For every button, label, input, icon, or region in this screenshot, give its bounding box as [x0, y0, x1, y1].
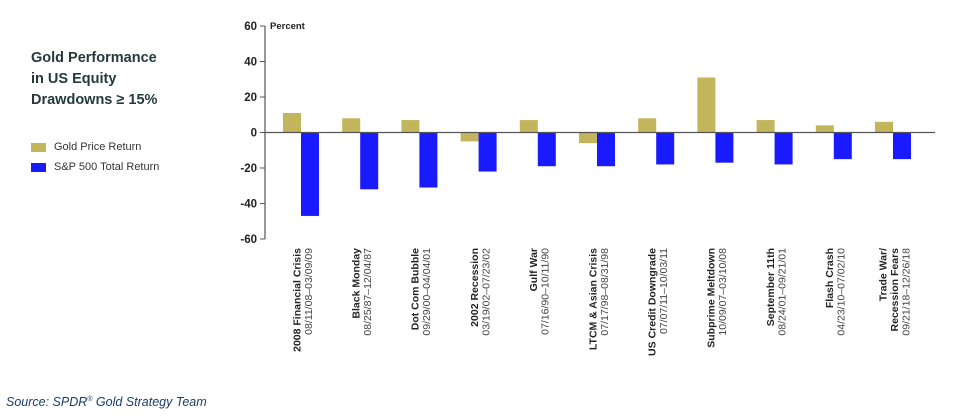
- legend-swatch-gold: [31, 142, 46, 152]
- category-dates: 10/09/07–03/10/08: [717, 248, 729, 336]
- legend-item-gold: Gold Price Return: [31, 137, 159, 157]
- category-label: September 11th 08/24/01–09/21/01: [765, 248, 789, 336]
- category-name: 2008 Financial Crisis: [291, 248, 303, 352]
- legend-label-sp500: S&P 500 Total Return: [54, 161, 160, 173]
- category-name: Black Monday: [350, 248, 362, 319]
- y-tick-label: -40: [240, 199, 257, 211]
- category-dates: 08/25/87–12/04/87: [362, 248, 374, 336]
- category-label: Flash Crash 04/23/10–07/02/10: [824, 248, 848, 336]
- category-dates: 08/11/08–03/09/09: [303, 248, 315, 335]
- category-dates: 04/23/10–07/02/10: [836, 248, 848, 336]
- category-name: LTCM & Asian Crisis: [587, 248, 599, 350]
- category-label: Trade War/Recession Fears 09/21/18–12/26/…: [878, 248, 913, 336]
- y-tick-label: -60: [240, 234, 257, 246]
- category-label: Subprime Meltdown 10/09/07–03/10/08: [706, 248, 730, 348]
- category-dates: 07/16/90–10/11/90: [540, 248, 552, 335]
- bar-chart: 60 40 20 0 -20 -40 -60 Percent 2008 Financial Cr…: [240, 21, 935, 356]
- bar-sp500: [360, 132, 379, 190]
- category-name: Gulf War: [528, 248, 540, 291]
- y-tick-label: 20: [244, 92, 257, 104]
- category-label: Dot Com Bubble 09/29/00–04/04/01: [410, 248, 434, 336]
- y-tick-label: 40: [244, 57, 257, 69]
- bar-gold: [638, 118, 657, 133]
- category-label: 2002 Recession 03/19/02–07/23/02: [469, 248, 493, 336]
- bar-sp500: [537, 132, 556, 167]
- source-rest: Gold Strategy Team: [92, 395, 207, 409]
- bar-gold: [460, 132, 479, 142]
- bar-sp500: [478, 132, 497, 172]
- bar-sp500: [715, 132, 734, 163]
- source-text: Source: SPDR: [6, 395, 88, 409]
- category-label: 2008 Financial Crisis 08/11/08–03/09/09: [291, 248, 315, 352]
- category-label: LTCM & Asian Crisis 07/17/98–08/31/98: [587, 248, 611, 350]
- category-name: Dot Com Bubble: [410, 248, 422, 330]
- category-name: Trade War/: [878, 248, 890, 301]
- chart-title-line-2: in US Equity: [31, 71, 117, 87]
- chart-title: Gold Performance in US Equity Drawdowns …: [31, 48, 221, 111]
- bar-sp500: [833, 132, 852, 160]
- category-name: September 11th: [765, 248, 777, 326]
- category-name: Flash Crash: [824, 248, 836, 308]
- legend-item-sp500: S&P 500 Total Return: [31, 157, 159, 177]
- category-name: Subprime Meltdown: [706, 248, 718, 348]
- chart-title-line-3: Drawdowns ≥ 15%: [31, 92, 158, 108]
- y-tick-label: -20: [240, 163, 257, 175]
- bar-gold: [283, 112, 301, 133]
- category-name: Recession Fears: [889, 248, 901, 332]
- source-note: Source: SPDR® Gold Strategy Team: [6, 395, 207, 409]
- bar-sp500: [419, 132, 438, 188]
- bar-gold: [815, 125, 834, 133]
- category-dates: 03/19/02–07/23/02: [480, 248, 492, 336]
- y-tick-label: 60: [244, 21, 257, 33]
- legend-label-gold: Gold Price Return: [54, 141, 142, 153]
- category-name: US Credit Downgrade: [646, 248, 658, 356]
- bar-sp500: [656, 132, 675, 165]
- category-dates: 07/17/98–08/31/98: [599, 248, 611, 336]
- bar-sp500: [774, 132, 793, 165]
- legend-swatch-sp500: [31, 162, 46, 172]
- category-dates: 08/24/01–09/21/01: [776, 248, 788, 336]
- bar-gold: [579, 132, 597, 144]
- bar-gold: [519, 120, 538, 133]
- category-dates: 09/21/18–12/26/18: [901, 248, 913, 336]
- category-label: Black Monday 08/25/87–12/04/87: [350, 248, 374, 336]
- category-dates: 09/29/00–04/04/01: [421, 248, 433, 336]
- bar-sp500: [301, 132, 319, 216]
- bar-gold: [697, 77, 716, 133]
- category-label: US Credit Downgrade 07/07/11–10/03/11: [646, 248, 670, 356]
- category-label: Gulf War 07/16/90–10/11/90: [528, 248, 552, 335]
- legend: Gold Price Return S&P 500 Total Return: [31, 137, 159, 177]
- bar-gold: [756, 120, 775, 133]
- bar-gold: [342, 118, 361, 133]
- y-tick-label: 0: [251, 128, 257, 140]
- chart-title-line-1: Gold Performance: [31, 50, 157, 66]
- bar-gold: [875, 121, 893, 133]
- bar-sp500: [893, 132, 911, 160]
- bar-sp500: [597, 132, 615, 167]
- source-registered-mark: ®: [87, 395, 93, 403]
- category-name: 2002 Recession: [469, 248, 481, 327]
- category-dates: 07/07/11–10/03/11: [658, 248, 670, 334]
- bar-gold: [401, 120, 420, 133]
- y-axis-label: Percent: [270, 21, 306, 32]
